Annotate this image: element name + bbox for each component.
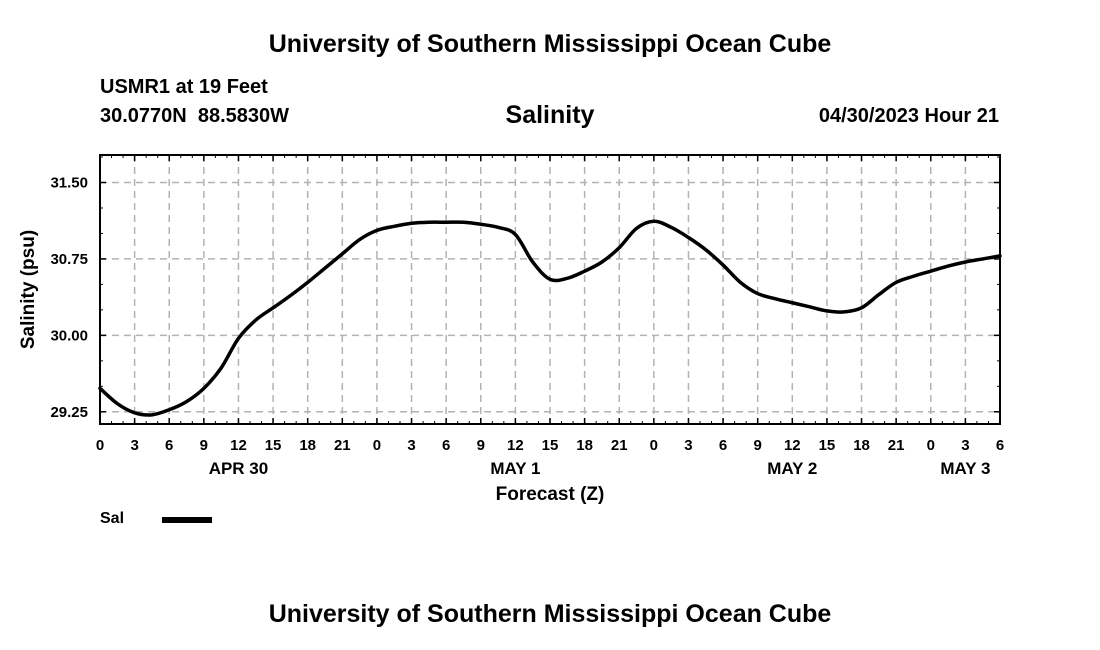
date-label: MAY 2 xyxy=(767,459,817,478)
series-layer xyxy=(98,219,1002,417)
x-tick-label: 6 xyxy=(165,437,173,454)
x-axis-title: Forecast (Z) xyxy=(496,484,605,505)
y-axis-title: Salinity (psu) xyxy=(18,230,39,349)
x-tick-label: 3 xyxy=(684,437,692,454)
date-label: MAY 3 xyxy=(940,459,990,478)
grid xyxy=(100,155,1000,424)
x-tick-label: 0 xyxy=(927,437,935,454)
x-tick-label: 6 xyxy=(442,437,450,454)
y-tick-label: 30.75 xyxy=(50,251,88,268)
station-coordinates: 30.0770N 88.5830W xyxy=(100,105,290,127)
x-tick-label: 9 xyxy=(477,437,485,454)
x-tick-label: 18 xyxy=(853,437,870,454)
x-tick-label: 18 xyxy=(299,437,316,454)
x-tick-label: 9 xyxy=(200,437,208,454)
x-tick-label: 15 xyxy=(819,437,836,454)
x-tick-label: 18 xyxy=(576,437,593,454)
x-tick-label: 12 xyxy=(230,437,247,454)
x-tick-label: 12 xyxy=(784,437,801,454)
x-tick-label: 0 xyxy=(650,437,658,454)
chart-datetime: 04/30/2023 Hour 21 xyxy=(818,105,999,127)
axis-ticks xyxy=(99,155,1001,424)
chart-title: Salinity xyxy=(505,101,595,129)
x-tick-label: 0 xyxy=(373,437,381,454)
x-tick-label: 3 xyxy=(961,437,969,454)
legend-line-swatch xyxy=(162,517,212,523)
station-name: USMR1 at 19 Feet xyxy=(100,76,268,98)
axis-labels: 0 3 6 9 12 15 18 21 0 3 6 9 12 15 18 21 0 3 6 9 12 15 18 21 0 3 6 2… xyxy=(18,175,1004,505)
x-tick-label: 3 xyxy=(407,437,415,454)
x-tick-label: 6 xyxy=(719,437,727,454)
legend-label: Sal xyxy=(100,510,125,527)
x-tick-label: 21 xyxy=(611,437,628,454)
x-tick-label: 15 xyxy=(265,437,282,454)
y-tick-label: 29.25 xyxy=(50,404,88,421)
footer-title: University of Southern Mississippi Ocean… xyxy=(268,600,832,628)
series-line-sal xyxy=(98,219,1002,417)
date-label: APR 30 xyxy=(209,459,269,478)
x-tick-label: 9 xyxy=(754,437,762,454)
date-label: MAY 1 xyxy=(490,459,540,478)
x-tick-label: 12 xyxy=(507,437,524,454)
page-title: University of Southern Mississippi Ocean… xyxy=(268,30,832,58)
y-tick-label: 31.50 xyxy=(50,175,88,192)
x-tick-label: 6 xyxy=(996,437,1004,454)
x-tick-label: 15 xyxy=(542,437,559,454)
y-tick-label: 30.00 xyxy=(50,327,88,344)
x-tick-label: 21 xyxy=(888,437,905,454)
x-tick-label: 3 xyxy=(130,437,138,454)
x-tick-label: 0 xyxy=(96,437,104,454)
x-tick-label: 21 xyxy=(334,437,351,454)
